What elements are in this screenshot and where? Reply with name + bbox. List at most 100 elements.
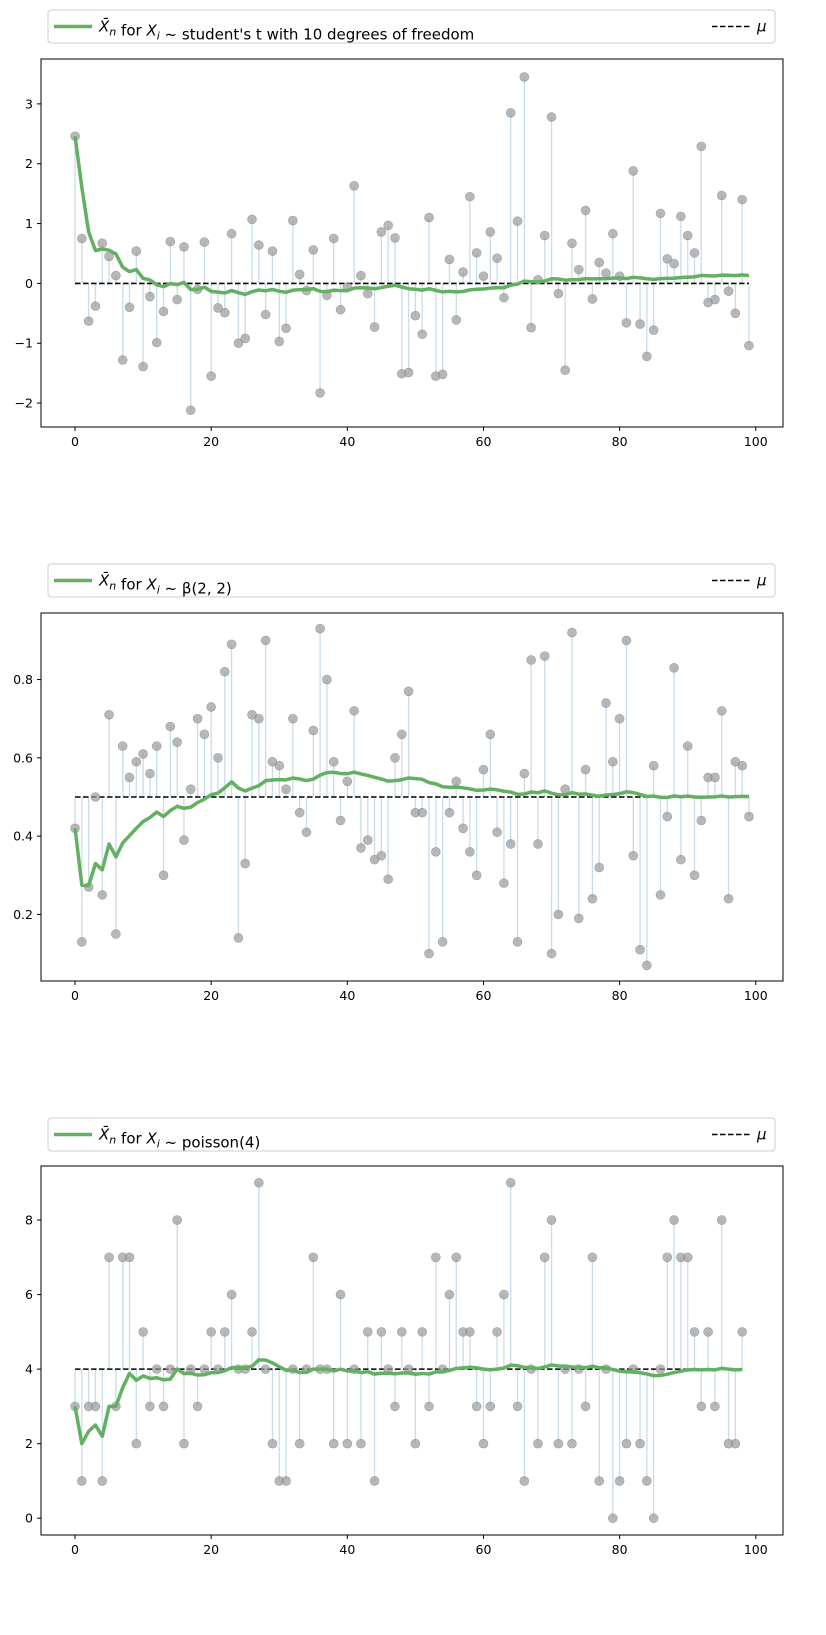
sample-point — [349, 706, 359, 716]
sample-point — [328, 1438, 339, 1449]
sample-point — [362, 835, 373, 845]
sample-point — [492, 253, 502, 264]
sample-point — [546, 948, 557, 959]
sample-point — [567, 1438, 577, 1449]
sample-point — [676, 211, 686, 222]
sample-point — [288, 713, 298, 724]
sample-point — [274, 760, 285, 771]
sample-point — [90, 1401, 101, 1412]
sample-point — [369, 322, 380, 332]
sample-point — [512, 937, 523, 947]
sample-point — [267, 1438, 278, 1449]
sample-point — [587, 893, 598, 904]
sample-point — [621, 318, 632, 328]
sample-point — [124, 772, 135, 783]
sample-point — [662, 811, 673, 822]
sample-point — [206, 1327, 216, 1337]
sample-point — [567, 238, 577, 249]
y-tick-label: 2 — [25, 1436, 33, 1451]
sample-point — [97, 890, 108, 900]
sample-point — [288, 215, 298, 226]
y-tick-label: 4 — [25, 1362, 33, 1377]
sample-point — [648, 760, 659, 771]
sample-point — [730, 308, 741, 319]
sample-point — [342, 776, 353, 787]
sample-point — [111, 929, 121, 939]
x-tick-label: 100 — [744, 988, 768, 1003]
sample-point — [730, 1438, 741, 1449]
sample-points — [70, 623, 754, 971]
sample-point — [260, 635, 271, 646]
sample-point — [424, 1401, 434, 1412]
sample-point — [315, 388, 325, 398]
sample-point — [587, 1252, 598, 1263]
sample-points — [70, 1177, 747, 1524]
sample-point — [655, 890, 666, 900]
sample-point — [97, 1476, 108, 1486]
sample-point — [294, 269, 305, 280]
x-tick-label: 0 — [71, 434, 79, 449]
x-axis: 0 20 40 60 80 100 — [71, 981, 768, 1003]
sample-point — [349, 181, 359, 191]
sample-point — [83, 316, 94, 326]
sample-point — [655, 208, 666, 219]
sample-point — [533, 839, 543, 849]
sample-point — [396, 1327, 407, 1337]
sample-point — [485, 1401, 496, 1412]
sample-point — [322, 674, 332, 685]
sample-point — [614, 713, 625, 724]
sample-point — [642, 351, 652, 362]
sample-point — [179, 835, 189, 845]
x-tick-label: 40 — [339, 988, 355, 1003]
sample-point — [580, 764, 591, 775]
sample-point — [737, 194, 747, 205]
y-tick-label: −2 — [15, 396, 33, 411]
sample-point — [567, 627, 577, 638]
sample-point — [158, 306, 169, 317]
sample-point — [689, 870, 700, 881]
sample-point — [519, 1476, 530, 1486]
sample-point — [655, 1364, 666, 1374]
sample-point — [192, 713, 203, 724]
sample-point — [444, 1289, 455, 1300]
sample-point — [308, 725, 319, 736]
sample-point — [390, 1401, 400, 1412]
sample-point — [247, 1327, 257, 1337]
sample-point — [594, 862, 605, 873]
sample-point — [437, 937, 448, 947]
sample-point — [206, 371, 216, 381]
sample-point — [471, 1401, 482, 1412]
sample-point — [417, 329, 428, 340]
sample-point — [471, 870, 482, 881]
sample-point — [580, 1401, 591, 1412]
sample-point — [179, 242, 189, 252]
sample-point — [682, 1252, 693, 1263]
x-tick-label: 80 — [612, 434, 628, 449]
sample-point — [505, 108, 516, 118]
y-tick-label: 3 — [25, 96, 33, 111]
y-tick-label: 0 — [25, 1511, 33, 1526]
x-tick-label: 60 — [476, 434, 492, 449]
y-axis: 0.2 0.4 0.6 0.8 — [13, 672, 41, 922]
sample-point — [396, 729, 407, 740]
sample-point — [635, 1438, 645, 1449]
running-mean-line — [73, 770, 750, 888]
sample-point — [608, 1513, 618, 1524]
y-tick-label: 1 — [25, 216, 33, 231]
sample-point — [465, 1327, 475, 1337]
sample-point — [219, 1327, 230, 1337]
sample-point — [403, 686, 414, 697]
sample-point — [696, 141, 707, 152]
x-tick-label: 80 — [612, 1542, 628, 1557]
sample-point — [335, 1289, 346, 1300]
sample-point — [131, 246, 142, 256]
running-mean-line — [73, 1358, 743, 1446]
sample-point — [689, 1327, 700, 1337]
sample-point — [213, 753, 223, 763]
sample-point — [431, 847, 441, 857]
sample-point — [138, 361, 148, 372]
sample-point — [335, 304, 346, 315]
sample-point — [376, 850, 387, 861]
sample-point — [696, 1401, 707, 1412]
sample-point — [151, 741, 162, 751]
